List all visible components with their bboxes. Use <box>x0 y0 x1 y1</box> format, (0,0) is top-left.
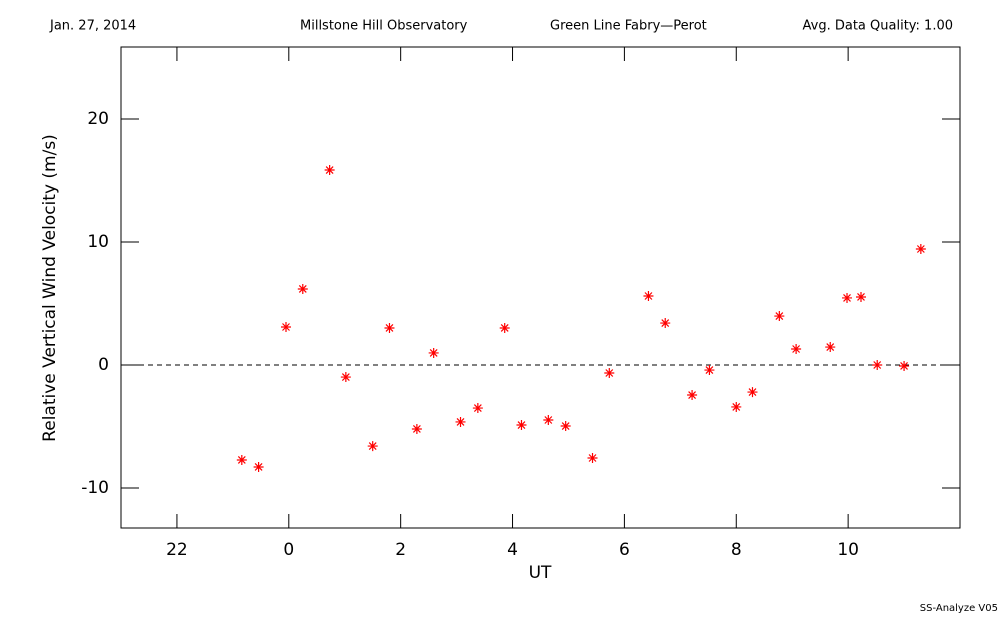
data-point <box>297 283 308 294</box>
footer: SS-Analyze V05 <box>920 603 998 614</box>
y-tick-label: 10 <box>87 232 109 252</box>
data-point <box>915 243 926 254</box>
data-point <box>236 454 247 465</box>
y-tick-label: 0 <box>98 355 109 375</box>
data-point <box>774 311 785 322</box>
data-point <box>428 347 439 358</box>
data-point <box>872 360 883 371</box>
header-site: Millstone Hill Observatory <box>300 19 468 34</box>
data-point <box>472 403 483 414</box>
data-point <box>499 322 510 333</box>
x-tick-label: 6 <box>619 540 630 560</box>
header-quality: Avg. Data Quality: 1.00 <box>803 19 953 34</box>
data-point <box>791 344 802 355</box>
data-point <box>687 390 698 401</box>
x-tick-label: 0 <box>283 540 294 560</box>
data-point <box>604 367 615 378</box>
data-point <box>842 292 853 303</box>
data-point <box>855 291 866 302</box>
data-point <box>340 372 351 383</box>
data-point <box>367 441 378 452</box>
data-point <box>455 416 466 427</box>
data-point <box>731 401 742 412</box>
data-point <box>253 461 264 472</box>
x-tick-label: 22 <box>166 540 188 560</box>
data-point <box>411 423 422 434</box>
data-point <box>560 421 571 432</box>
data-point <box>747 387 758 398</box>
data-point <box>324 165 335 176</box>
data-point <box>704 365 715 376</box>
data-point <box>543 414 554 425</box>
header-instrument: Green Line Fabry—Perot <box>550 19 707 34</box>
plot-frame <box>120 46 961 529</box>
data-point <box>516 420 527 431</box>
x-tick-label: 8 <box>731 540 742 560</box>
x-axis-label: UT <box>529 563 552 583</box>
y-tick-label: -10 <box>81 478 109 498</box>
data-point <box>643 290 654 301</box>
data-point <box>825 342 836 353</box>
data-point <box>587 453 598 464</box>
y-axis-label: Relative Vertical Wind Velocity (m/s) <box>40 134 60 442</box>
x-tick-label: 2 <box>395 540 406 560</box>
data-point <box>281 321 292 332</box>
x-tick-label: 4 <box>507 540 518 560</box>
data-point <box>384 322 395 333</box>
header-date: Jan. 27, 2014 <box>49 19 136 34</box>
data-point <box>660 318 671 329</box>
data-point <box>899 360 910 371</box>
y-tick-label: 20 <box>87 109 109 129</box>
x-tick-label: 10 <box>837 540 859 560</box>
